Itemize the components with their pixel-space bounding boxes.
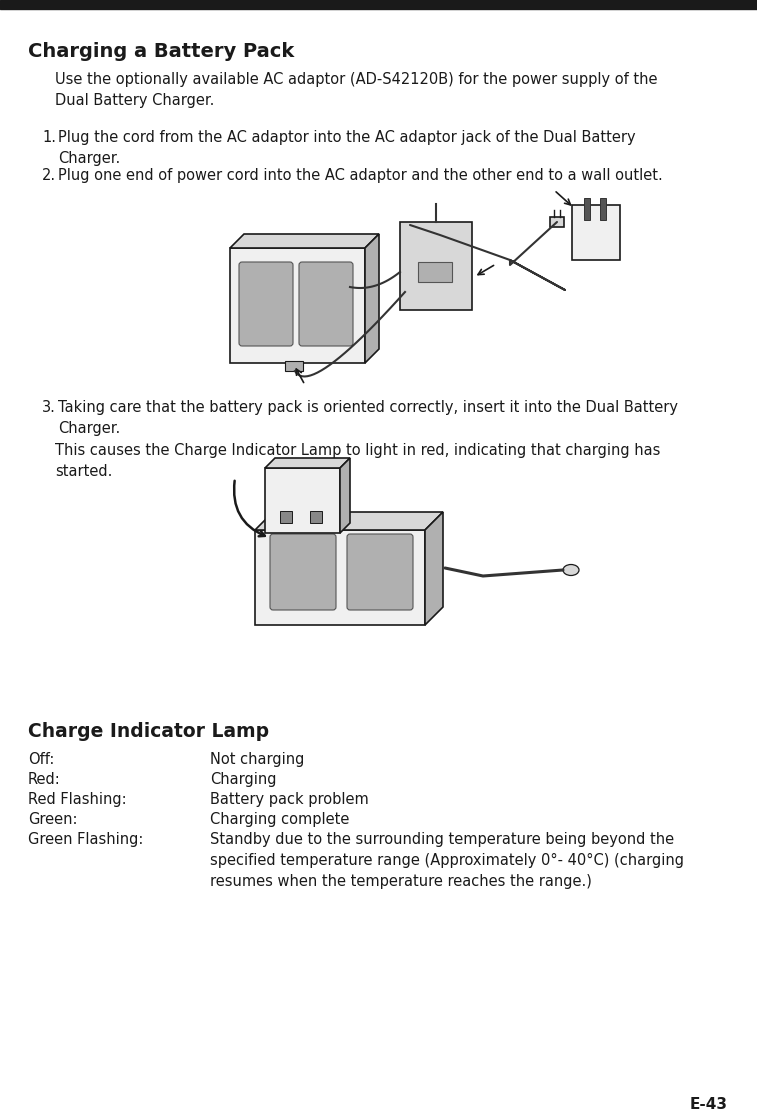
Text: Taking care that the battery pack is oriented correctly, insert it into the Dual: Taking care that the battery pack is ori…	[58, 400, 678, 436]
Bar	[600, 198, 606, 220]
Ellipse shape	[563, 565, 579, 576]
FancyBboxPatch shape	[270, 533, 336, 610]
Text: Off:: Off:	[28, 752, 55, 767]
Text: Red:: Red:	[28, 772, 61, 787]
Polygon shape	[265, 468, 340, 533]
Text: Plug one end of power cord into the AC adaptor and the other end to a wall outle: Plug one end of power cord into the AC a…	[58, 169, 662, 183]
Text: Charging complete: Charging complete	[210, 812, 350, 827]
Text: 2.: 2.	[42, 169, 56, 183]
Bar	[285, 360, 303, 371]
Polygon shape	[255, 512, 443, 530]
Text: 3.: 3.	[42, 400, 56, 415]
Polygon shape	[550, 217, 564, 227]
Polygon shape	[400, 222, 472, 310]
Text: Charge Indicator Lamp: Charge Indicator Lamp	[28, 722, 269, 741]
Bar	[310, 511, 322, 523]
Text: 1.: 1.	[42, 129, 56, 145]
Text: Not charging: Not charging	[210, 752, 304, 767]
Bar	[572, 205, 620, 260]
Text: Battery pack problem: Battery pack problem	[210, 792, 369, 807]
FancyBboxPatch shape	[299, 262, 353, 346]
Text: Red Flashing:: Red Flashing:	[28, 792, 126, 807]
Text: Charging a Battery Pack: Charging a Battery Pack	[28, 42, 294, 61]
Polygon shape	[340, 458, 350, 533]
Text: Green Flashing:: Green Flashing:	[28, 833, 143, 847]
Polygon shape	[365, 234, 379, 363]
Bar	[584, 198, 590, 220]
Text: Charging: Charging	[210, 772, 276, 787]
Bar	[280, 511, 292, 523]
Polygon shape	[230, 234, 379, 248]
Text: E-43: E-43	[690, 1097, 728, 1112]
Text: This causes the Charge Indicator Lamp to light in red, indicating that charging : This causes the Charge Indicator Lamp to…	[55, 443, 660, 479]
Text: Green:: Green:	[28, 812, 77, 827]
Polygon shape	[265, 458, 350, 468]
FancyBboxPatch shape	[239, 262, 293, 346]
Polygon shape	[230, 248, 365, 363]
Bar	[0, 0, 757, 9]
Polygon shape	[255, 530, 425, 625]
Text: Standby due to the surrounding temperature being beyond the
specified temperatur: Standby due to the surrounding temperatu…	[210, 833, 684, 889]
Text: Use the optionally available AC adaptor (AD-S42120B) for the power supply of the: Use the optionally available AC adaptor …	[55, 73, 658, 108]
Bar	[418, 262, 452, 282]
Text: Plug the cord from the AC adaptor into the AC adaptor jack of the Dual Battery
C: Plug the cord from the AC adaptor into t…	[58, 129, 636, 166]
FancyBboxPatch shape	[347, 533, 413, 610]
Polygon shape	[425, 512, 443, 625]
